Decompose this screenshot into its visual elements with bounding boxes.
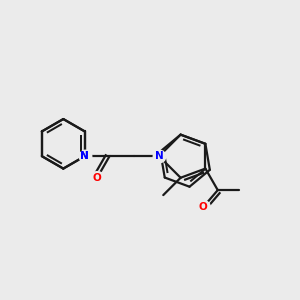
Text: N: N [155,151,164,161]
Text: N: N [80,151,89,161]
Text: N: N [80,151,89,161]
Text: O: O [199,202,207,212]
Text: O: O [93,173,101,183]
